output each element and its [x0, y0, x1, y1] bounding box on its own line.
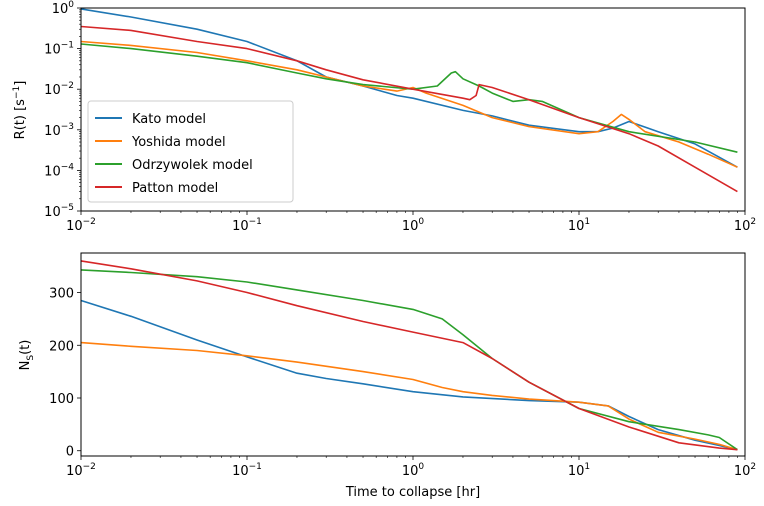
legend-label-kato: Kato model	[132, 112, 206, 127]
legend-label-patton: Patton model	[132, 181, 218, 196]
count-y-tick-label: 100	[49, 392, 74, 407]
count-x-ticks: 10−2 10−1 100 101 102	[66, 456, 756, 479]
count-y-tick-label: 0	[66, 445, 74, 460]
legend-label-odrzywolek: Odrzywolek model	[132, 158, 253, 173]
count-panel: 10−2 10−1 100 101 102 0 100 200 300 NS(t) Time …	[18, 252, 756, 500]
count-y-tick-label: 200	[49, 339, 74, 354]
count-x-tick-label: 10−1	[232, 462, 262, 479]
count-y-tick-label: 300	[49, 287, 74, 302]
rate-x-tick-label: 10−1	[232, 217, 262, 234]
rate-y-tick-label: 10−1	[44, 41, 74, 58]
rate-y-tick-label: 100	[52, 0, 75, 17]
x-axis-label: Time to collapse [hr]	[345, 485, 480, 500]
rate-y-tick-label: 10−2	[44, 81, 74, 98]
rate-x-tick-label: 101	[568, 217, 590, 234]
legend-entry-kato: Kato model	[95, 112, 206, 127]
rate-y-ticks: 100 10−1 10−2 10−3 10−4 10−5	[44, 0, 81, 220]
count-x-tick-label: 100	[402, 462, 425, 479]
legend-entry-odrzywolek: Odrzywolek model	[95, 158, 253, 173]
rate-panel: 10−2 10−1 100 101 102 100 10−1 10−2 10−3 10−4 10−…	[12, 0, 756, 234]
rate-y-axis-label: R(t) [s−1]	[12, 81, 28, 140]
rate-y-tick-label: 10−3	[44, 122, 74, 139]
count-x-tick-label: 102	[734, 462, 756, 479]
legend: Kato model Yoshida model Odrzywolek mode…	[87, 100, 294, 203]
rate-series-group	[80, 8, 738, 193]
count-series-group	[80, 260, 738, 451]
count-line-yoshida	[80, 341, 738, 451]
legend-label-yoshida: Yoshida model	[131, 135, 226, 150]
rate-x-ticks: 10−2 10−1 100 101 102	[66, 211, 756, 234]
rate-x-tick-label: 102	[734, 217, 756, 234]
rate-x-tick-label: 10−2	[66, 217, 96, 234]
legend-entry-yoshida: Yoshida model	[95, 135, 226, 150]
count-x-tick-label: 10−2	[66, 462, 96, 479]
count-y-ticks: 0 100 200 300	[49, 287, 81, 460]
legend-box	[87, 100, 294, 203]
rate-x-tick-label: 100	[402, 217, 425, 234]
rate-y-tick-label: 10−4	[44, 162, 74, 179]
rate-y-tick-label: 10−5	[44, 203, 74, 220]
count-y-axis-label: NS(t)	[18, 340, 36, 371]
legend-entry-patton: Patton model	[95, 181, 218, 196]
rate-line-yoshida	[80, 40, 738, 168]
count-x-tick-label: 101	[568, 462, 590, 479]
